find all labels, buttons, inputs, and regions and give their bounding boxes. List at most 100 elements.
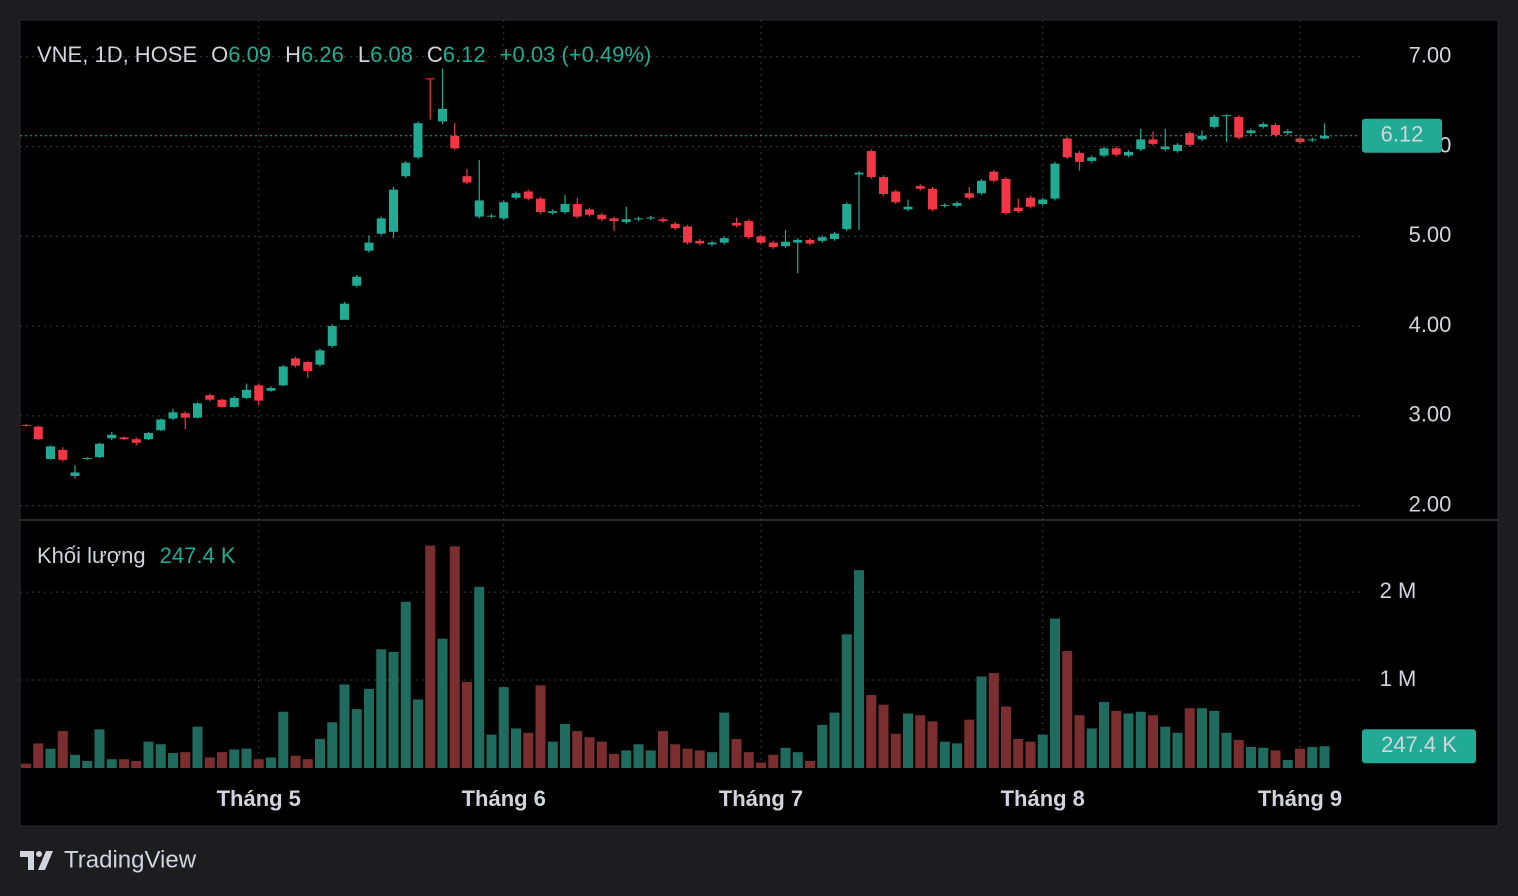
- candle-body: [536, 198, 545, 213]
- candle-body: [744, 221, 754, 238]
- volume-bar: [388, 651, 399, 768]
- candle-body: [217, 399, 227, 407]
- candle-body: [107, 434, 117, 439]
- candle-body: [487, 215, 496, 217]
- volume-bar: [339, 684, 350, 768]
- candle-body: [413, 123, 423, 158]
- volume-bar: [719, 712, 730, 768]
- candle-body: [1173, 144, 1182, 152]
- candle-body: [1124, 151, 1133, 156]
- volume-bar: [413, 699, 423, 768]
- volume-bar: [756, 762, 766, 768]
- volume-bar: [1184, 708, 1195, 768]
- y-tick-label: 5.00: [1409, 222, 1452, 247]
- volume-bar: [437, 638, 448, 768]
- candle-body: [168, 412, 178, 419]
- candle-body: [119, 437, 129, 440]
- x-tick-label: Tháng 5: [217, 786, 301, 811]
- volume-bar: [327, 722, 338, 768]
- candle-body: [70, 472, 80, 477]
- candle-body: [131, 439, 141, 443]
- candle-body: [1026, 197, 1035, 207]
- candle-body: [646, 217, 656, 219]
- candle-body: [1087, 157, 1097, 161]
- candle-body: [389, 189, 398, 232]
- volume-bar: [449, 546, 460, 768]
- volume-bar: [1037, 734, 1048, 768]
- volume-bar: [560, 724, 570, 768]
- open-value: 6.09: [228, 42, 271, 67]
- candle-body: [1136, 139, 1146, 150]
- x-tick-label: Tháng 9: [1258, 786, 1342, 811]
- volume-bar: [106, 759, 117, 768]
- candle-body: [1271, 125, 1280, 135]
- volume-bar: [21, 763, 31, 768]
- volume-bar: [523, 732, 534, 768]
- volume-bar: [658, 731, 668, 768]
- volume-bar: [596, 741, 607, 768]
- volume-bar: [572, 731, 583, 768]
- candle-body: [33, 426, 43, 440]
- volume-bar: [266, 757, 276, 768]
- volume-bar: [866, 695, 877, 768]
- high-value: 6.26: [301, 42, 344, 67]
- candle-body: [462, 176, 472, 183]
- volume-bar: [768, 754, 779, 768]
- volume-bar: [694, 750, 705, 768]
- candle-body: [46, 446, 55, 459]
- volume-bar: [168, 753, 178, 768]
- candle-body: [621, 219, 631, 222]
- y-tick-label: 4.00: [1409, 312, 1452, 337]
- candle-body: [977, 180, 986, 194]
- volume-bar: [805, 760, 815, 768]
- candle-body: [989, 171, 999, 181]
- volume-bar: [535, 685, 546, 768]
- candle-body: [1307, 139, 1317, 141]
- volume-bar: [462, 681, 472, 768]
- candle-body: [1013, 207, 1023, 212]
- volume-bar: [143, 741, 154, 768]
- volume-bar: [94, 729, 105, 768]
- candle-body: [1246, 130, 1256, 134]
- candle-body: [719, 238, 729, 243]
- volume-bar: [707, 752, 717, 768]
- candle-body: [144, 432, 153, 440]
- volume-bar: [498, 687, 509, 768]
- candle-body: [658, 219, 668, 222]
- volume-bar: [119, 759, 129, 768]
- candle-body: [903, 206, 913, 210]
- candle-body: [756, 236, 766, 243]
- candle-body: [560, 204, 570, 213]
- logo: TradingView: [20, 846, 197, 873]
- close-key: C: [427, 42, 443, 67]
- volume-bar: [609, 753, 619, 768]
- x-tick-label: Tháng 8: [1001, 786, 1085, 811]
- candle-body: [854, 172, 864, 175]
- candle-body: [193, 403, 202, 418]
- volume-bar: [780, 747, 791, 768]
- volume-bar: [792, 752, 803, 768]
- open-key: O: [211, 42, 228, 67]
- candle-body: [1234, 116, 1244, 138]
- low-value: 6.08: [370, 42, 413, 67]
- candle-body: [842, 204, 852, 230]
- last-volume-label: 247.4 K: [1381, 732, 1457, 757]
- volume-legend: Khối lượng 247.4 K: [37, 543, 236, 568]
- volume-bar: [1319, 746, 1330, 768]
- volume-bar: [915, 715, 926, 768]
- volume-bar: [45, 748, 56, 768]
- candle-body: [1209, 116, 1219, 127]
- candle-body: [1295, 138, 1305, 143]
- candle-body: [327, 326, 337, 346]
- candle-body: [1001, 178, 1011, 213]
- legend: VNE, 1D, HOSE O6.09 H6.26 L6.08 C6.12 +0.03 (…: [37, 42, 651, 67]
- volume-bar: [315, 738, 325, 768]
- logo-dot: [36, 851, 42, 857]
- candle-body: [376, 218, 386, 234]
- volume-bar: [217, 752, 227, 768]
- volume-bar: [131, 760, 142, 768]
- candle-body: [891, 191, 901, 203]
- volume-bar: [33, 743, 44, 768]
- candle-body: [781, 241, 790, 247]
- x-tick-label: Tháng 7: [719, 786, 803, 811]
